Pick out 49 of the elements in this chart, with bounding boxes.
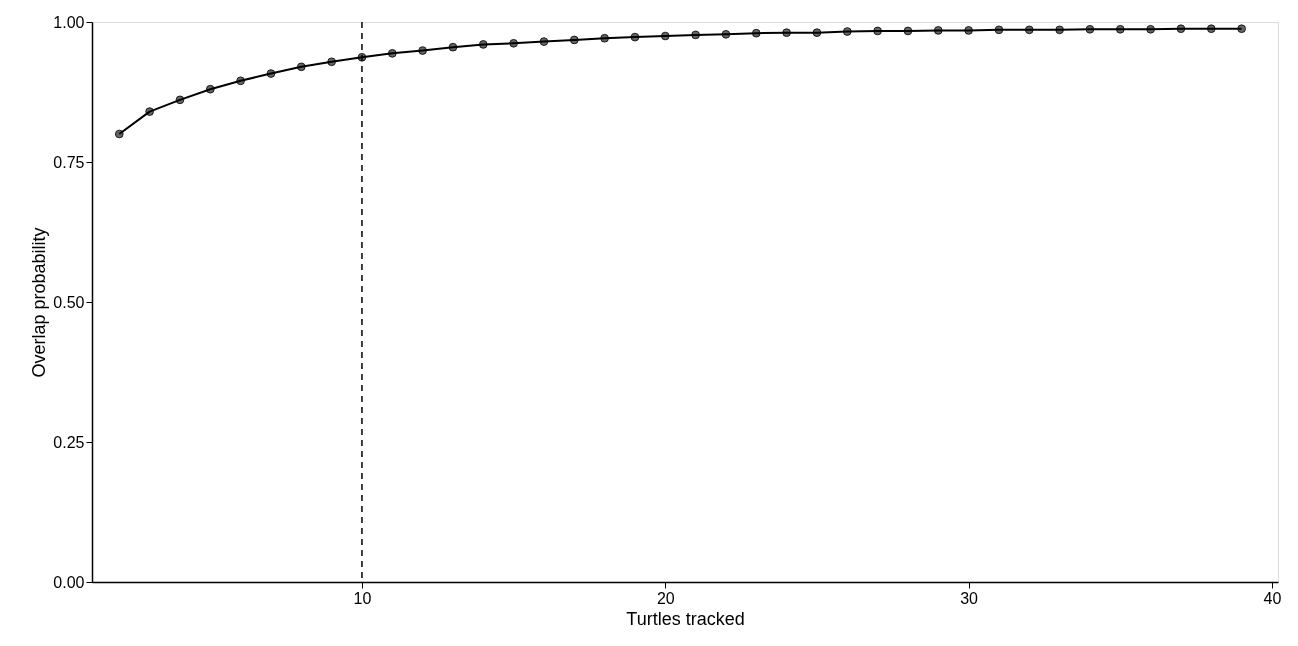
point xyxy=(660,31,670,41)
x-tick-label: 40 xyxy=(1263,589,1282,607)
point xyxy=(1055,25,1064,35)
point xyxy=(357,52,367,62)
point xyxy=(1206,24,1216,34)
point xyxy=(327,57,336,67)
point xyxy=(964,26,973,35)
point xyxy=(539,37,549,46)
point xyxy=(812,28,822,38)
point xyxy=(448,42,458,52)
point xyxy=(751,28,761,38)
y-tick-label: 0.50 xyxy=(53,293,85,311)
point xyxy=(600,33,609,43)
point xyxy=(1237,24,1246,34)
y-tick-label: 0.00 xyxy=(53,573,85,591)
point xyxy=(873,26,882,36)
point xyxy=(266,69,276,78)
x-tick-label: 30 xyxy=(960,589,979,607)
point xyxy=(478,40,488,49)
point xyxy=(903,26,913,36)
x-tick-label: 10 xyxy=(353,589,372,607)
point xyxy=(1115,24,1125,34)
point xyxy=(994,25,1004,35)
y-tick-label: 1.00 xyxy=(53,13,85,31)
point xyxy=(205,84,215,94)
point xyxy=(145,107,154,116)
point xyxy=(1024,25,1034,35)
x-tick-label: 20 xyxy=(656,589,675,607)
point xyxy=(1176,24,1186,34)
y-tick-label: 0.25 xyxy=(53,433,85,451)
point xyxy=(782,28,791,38)
point xyxy=(933,26,943,35)
y-tick-label: 0.75 xyxy=(53,153,85,171)
point xyxy=(387,48,397,58)
point xyxy=(296,62,306,72)
point xyxy=(569,35,579,45)
point xyxy=(1085,24,1095,34)
point xyxy=(175,95,185,105)
x-axis-title: Turtles tracked xyxy=(626,608,745,629)
point xyxy=(842,27,852,36)
y-axis-title: Overlap probability xyxy=(29,227,50,378)
point xyxy=(236,76,245,86)
point xyxy=(630,32,640,42)
point xyxy=(114,129,124,139)
point xyxy=(721,29,731,39)
point xyxy=(509,38,518,48)
point xyxy=(418,46,427,55)
point xyxy=(691,30,700,40)
point xyxy=(1146,24,1155,34)
